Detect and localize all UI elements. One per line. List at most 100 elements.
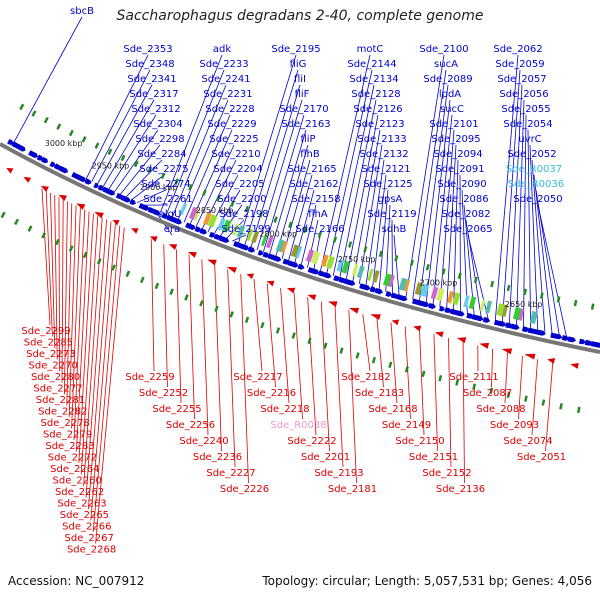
gene-label[interactable]: flhB [300, 149, 320, 160]
gene-label[interactable]: Sde_2054 [503, 119, 552, 130]
gene-label[interactable]: Sde_2266 [62, 522, 111, 533]
gene-label[interactable]: Sde_2198 [219, 209, 268, 220]
gene-label[interactable]: Sde_2256 [166, 420, 215, 431]
gene-label[interactable]: sdhB [382, 224, 407, 235]
gene-label[interactable]: adk [213, 44, 231, 55]
gene-label[interactable]: Sde_2183 [355, 388, 404, 399]
gene-label[interactable]: Sde_2265 [60, 510, 109, 521]
gene-label[interactable]: Sde_2151 [409, 452, 458, 463]
gene-label[interactable]: Sde_2055 [501, 104, 550, 115]
gene-label[interactable]: Sde_2091 [435, 164, 484, 175]
gene-label[interactable]: Sde_2259 [125, 372, 174, 383]
gene-label[interactable]: Sde_2181 [328, 484, 377, 495]
gene-label[interactable]: Sde_2093 [490, 420, 539, 431]
gene-label[interactable]: Sde_2051 [517, 452, 566, 463]
gene-label[interactable]: Sde_2233 [199, 59, 248, 70]
gene-label[interactable]: Sde_2264 [50, 464, 99, 475]
gene-label[interactable]: gpsA [378, 194, 403, 205]
gene-label[interactable]: Sde_2252 [139, 388, 188, 399]
gene-label[interactable]: Sde_2100 [419, 44, 468, 55]
gene-label[interactable]: Sde_2261 [143, 194, 192, 205]
gene-label[interactable]: Sde_2150 [395, 436, 444, 447]
gene-label[interactable]: Sde_2317 [129, 89, 178, 100]
gene-label[interactable]: Sde_2273 [26, 349, 75, 360]
gene-label[interactable]: Sde_2059 [495, 59, 544, 70]
gene-label[interactable]: Sde_2052 [507, 149, 556, 160]
gene-label[interactable]: Sde_2101 [429, 119, 478, 130]
gene-label[interactable]: Sde_2304 [133, 119, 182, 130]
gene-label[interactable]: Sde_2195 [271, 44, 320, 55]
gene-label[interactable]: Sde_2263 [57, 499, 106, 510]
gene-label[interactable]: Sde_2199 [221, 224, 270, 235]
gene-label[interactable]: Sde_2228 [205, 104, 254, 115]
gene-label[interactable]: fliP [300, 134, 315, 145]
gene-label[interactable]: Sde_2279 [43, 430, 92, 441]
gene-label[interactable]: Sde_2218 [260, 404, 309, 415]
gene-label[interactable]: Sde_2134 [349, 74, 398, 85]
gene-label[interactable]: Sde_2275 [139, 164, 188, 175]
gene-label[interactable]: Sde_2353 [123, 44, 172, 55]
gene-label[interactable]: algU [159, 209, 182, 220]
gene-label[interactable]: Sde_2268 [67, 545, 116, 556]
gene-label[interactable]: Sde_2125 [363, 179, 412, 190]
gene-label[interactable]: Sde_2229 [207, 119, 256, 130]
gene-label[interactable]: Sde_2270 [29, 361, 78, 372]
gene-label[interactable]: Sde_2277 [33, 384, 82, 395]
gene-label[interactable]: Sde_2227 [206, 468, 255, 479]
gene-label[interactable]: era [164, 224, 180, 235]
gene-label[interactable]: Sde_2062 [493, 44, 542, 55]
gene-label[interactable]: Sde_2158 [291, 194, 340, 205]
gene-label[interactable]: Sde_2272 [48, 453, 97, 464]
gene-label[interactable]: Sde_2082 [441, 209, 490, 220]
gene-label[interactable]: Sde_2065 [443, 224, 492, 235]
gene-label[interactable]: Sde_2231 [203, 89, 252, 100]
gene-label[interactable]: Sde_2201 [301, 452, 350, 463]
gene-label[interactable]: Sde_2095 [431, 134, 480, 145]
gene-label[interactable]: Sde_2278 [41, 418, 90, 429]
gene-label[interactable]: Sde_2312 [131, 104, 180, 115]
gene-label[interactable]: motC [357, 44, 384, 55]
gene-label[interactable]: Sde_2348 [125, 59, 174, 70]
gene-label[interactable]: Sde_2089 [423, 74, 472, 85]
gene-label[interactable]: Sde_2217 [233, 372, 282, 383]
gene-label[interactable]: Sde_2283 [45, 441, 94, 452]
gene-label[interactable]: Sde_2121 [361, 164, 410, 175]
gene-label[interactable]: Sde_2132 [359, 149, 408, 160]
gene-label[interactable]: Sde_2284 [137, 149, 186, 160]
gene-label[interactable]: Sde_2216 [247, 388, 296, 399]
gene-label[interactable]: Sde_2090 [437, 179, 486, 190]
gene-label[interactable]: Sde_2255 [152, 404, 201, 415]
gene-label[interactable]: Sde_2088 [476, 404, 525, 415]
gene-label[interactable]: Sde_R0037 [506, 164, 562, 175]
gene-label[interactable]: Sde_2274 [141, 179, 190, 190]
gene-label[interactable]: Sde_2285 [24, 338, 73, 349]
gene-label[interactable]: fliG [290, 59, 307, 70]
gene-label[interactable]: sbcB [70, 6, 94, 17]
gene-label[interactable]: Sde_2267 [65, 533, 114, 544]
gene-label[interactable]: Sde_2205 [215, 179, 264, 190]
gene-label[interactable]: Sde_2225 [209, 134, 258, 145]
gene-label[interactable]: Sde_2241 [201, 74, 250, 85]
gene-label[interactable]: Sde_2236 [193, 452, 242, 463]
gene-label[interactable]: Sde_2149 [382, 420, 431, 431]
gene-label[interactable]: Sde_2281 [36, 395, 85, 406]
gene-label[interactable]: Sde_2262 [55, 487, 104, 498]
gene-label[interactable]: Sde_2226 [220, 484, 269, 495]
gene-label[interactable]: fliF [295, 89, 310, 100]
gene-label[interactable]: Sde_2165 [287, 164, 336, 175]
gene-label[interactable]: Sde_R0038 [270, 420, 326, 431]
gene-label[interactable]: Sde_2193 [314, 468, 363, 479]
gene-label[interactable]: Sde_2299 [21, 326, 70, 337]
gene-label[interactable]: Sde_2162 [289, 179, 338, 190]
gene-label[interactable]: Sde_R0036 [508, 179, 564, 190]
gene-label[interactable]: uvrC [518, 134, 541, 145]
gene-label[interactable]: Sde_2298 [135, 134, 184, 145]
gene-label[interactable]: Sde_2260 [53, 476, 102, 487]
gene-label[interactable]: Sde_2050 [513, 194, 562, 205]
gene-label[interactable]: Sde_2182 [341, 372, 390, 383]
gene-label[interactable]: Sde_2210 [211, 149, 260, 160]
gene-label[interactable]: Sde_2240 [179, 436, 228, 447]
gene-label[interactable]: Sde_2086 [439, 194, 488, 205]
gene-label[interactable]: Sde_2163 [281, 119, 330, 130]
gene-label[interactable]: flhA [308, 209, 328, 220]
